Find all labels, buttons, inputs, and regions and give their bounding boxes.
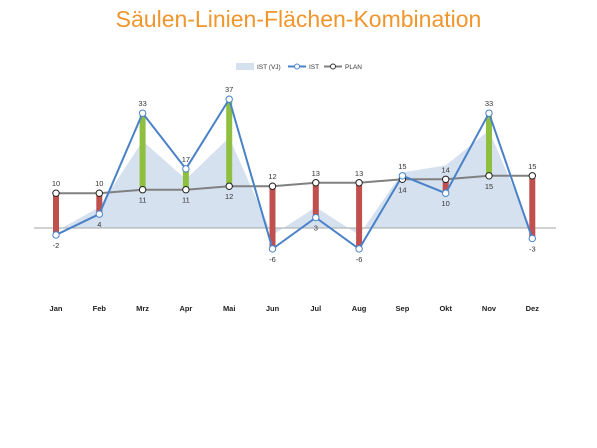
x-tick-label-jul: Jul [310, 304, 321, 313]
data-label-ist-jan: -2 [53, 241, 60, 250]
data-label-plan-mai: 12 [225, 192, 233, 201]
data-label-plan-apr: 11 [182, 196, 190, 205]
data-label-plan-okt: 14 [442, 165, 450, 174]
x-tick-label-sep: Sep [396, 304, 410, 313]
deviation-bar-dez [529, 176, 535, 239]
point-ist-jun [269, 246, 275, 252]
data-label-ist-dez: -3 [529, 244, 536, 253]
x-tick-label-jan: Jan [50, 304, 63, 313]
point-ist-mai [226, 96, 232, 102]
point-ist-nov [486, 110, 492, 116]
plot-area: -2 10 4 10 33 11 17 11 37 12 -6 12 3 13 -6 13 15 14 10 14 33… [34, 85, 556, 313]
point-plan-mai [226, 183, 232, 189]
point-ist-jul [313, 214, 319, 220]
data-label-ist-mai: 37 [225, 85, 233, 94]
deviation-bar-jul [313, 183, 319, 218]
data-label-ist-aug: -6 [356, 255, 363, 264]
x-tick-label-apr: Apr [179, 304, 192, 313]
deviation-bar-nov [486, 113, 492, 176]
data-label-ist-nov: 33 [485, 99, 493, 108]
legend: IST (VJ) IST PLAN [236, 63, 362, 71]
data-label-plan-jan: 10 [52, 179, 60, 188]
point-plan-mrz [139, 187, 145, 193]
x-tick-label-mrz: Mrz [136, 304, 149, 313]
deviation-bar-mai [226, 99, 232, 186]
legend-marker-plan [331, 64, 336, 69]
point-plan-feb [96, 190, 102, 196]
x-tick-label-mai: Mai [223, 304, 236, 313]
point-ist-mrz [139, 110, 145, 116]
data-label-plan-aug: 13 [355, 169, 363, 178]
data-label-ist-sep: 15 [398, 162, 406, 171]
point-plan-aug [356, 180, 362, 186]
point-ist-apr [183, 166, 189, 172]
data-label-ist-mrz: 33 [138, 99, 146, 108]
point-plan-jan [53, 190, 59, 196]
data-label-plan-feb: 10 [95, 179, 103, 188]
data-label-plan-sep: 14 [398, 185, 406, 194]
point-plan-dez [529, 173, 535, 179]
data-label-ist-jun: -6 [269, 255, 276, 264]
point-ist-sep [399, 173, 405, 179]
legend-swatch-ist-vj [236, 63, 254, 70]
legend-label-ist: IST [309, 64, 319, 71]
data-label-ist-apr: 17 [182, 155, 190, 164]
point-plan-nov [486, 173, 492, 179]
legend-label-plan: PLAN [345, 64, 362, 71]
data-label-plan-dez: 15 [528, 162, 536, 171]
data-label-ist-jul: 3 [314, 224, 318, 233]
x-tick-label-jun: Jun [266, 304, 280, 313]
deviation-bar-mrz [140, 113, 146, 190]
point-ist-okt [443, 190, 449, 196]
point-ist-dez [529, 235, 535, 241]
data-label-plan-jul: 13 [312, 169, 320, 178]
x-tick-label-okt: Okt [439, 304, 452, 313]
x-tick-label-nov: Nov [482, 304, 497, 313]
data-label-plan-jun: 12 [268, 172, 276, 181]
point-plan-jun [269, 183, 275, 189]
data-label-ist-feb: 4 [97, 220, 101, 229]
deviation-bar-jan [53, 193, 59, 235]
point-plan-jul [313, 180, 319, 186]
point-ist-aug [356, 246, 362, 252]
x-tick-label-aug: Aug [352, 304, 367, 313]
point-plan-apr [183, 187, 189, 193]
legend-marker-ist [295, 64, 300, 69]
x-tick-label-dez: Dez [526, 304, 540, 313]
data-label-plan-nov: 15 [485, 182, 493, 191]
point-ist-feb [96, 211, 102, 217]
data-label-plan-mrz: 11 [139, 196, 147, 205]
point-plan-okt [443, 176, 449, 182]
point-ist-jan [53, 232, 59, 238]
deviation-bar-aug [356, 183, 362, 249]
x-tick-label-feb: Feb [93, 304, 107, 313]
legend-label-ist-vj: IST (VJ) [257, 64, 281, 71]
data-label-ist-okt: 10 [442, 199, 450, 208]
